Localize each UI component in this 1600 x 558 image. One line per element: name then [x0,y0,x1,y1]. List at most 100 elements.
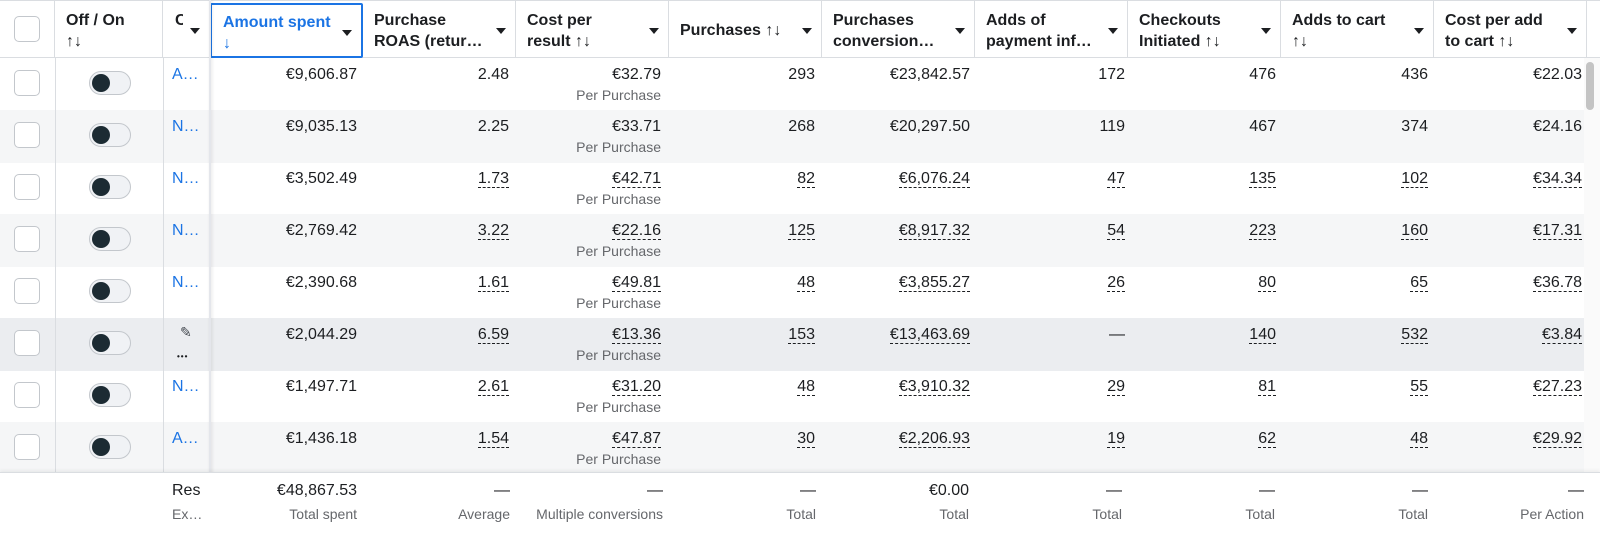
cell-value[interactable]: 3.22 [477,222,509,240]
on-off-toggle[interactable] [89,71,131,95]
pencil-icon[interactable]: ✎ [180,324,192,340]
column-header-amount-spent[interactable]: Amount spent ↓ [210,3,363,58]
cell-value[interactable]: 29 [1107,378,1125,396]
cell-value[interactable]: €31.20 [612,378,661,396]
cell-value[interactable]: €8,917.32 [898,222,970,240]
cell-value[interactable]: €2,206.93 [898,430,970,448]
cell-value[interactable]: €3.84 [1541,326,1582,344]
row-checkbox[interactable] [14,122,40,148]
caret-down-icon[interactable] [1414,28,1424,34]
cell-value[interactable]: 102 [1401,170,1428,188]
column-header-checkouts-initiated[interactable]: Checkouts Initiated ↑↓ [1128,1,1281,58]
on-off-toggle[interactable] [89,383,131,407]
cell-value[interactable]: 135 [1249,170,1276,188]
campaign-name-link[interactable]: N… [172,378,200,395]
row-checkbox[interactable] [14,278,40,304]
cell-value[interactable]: €36.78 [1533,274,1582,292]
cell-value[interactable]: 6.59 [477,326,509,344]
column-header-cost-per-result[interactable]: Cost per result ↑↓ [516,1,669,58]
caret-down-icon[interactable] [1567,28,1577,34]
table-row[interactable]: N… €2,390.68 1.61 €49.81 Per Purchase 48 €3,85… [0,266,1600,319]
column-header-purchase-roas[interactable]: Purchase ROAS (retur… [363,1,516,58]
cell-value[interactable]: 153 [788,326,815,344]
cell-value[interactable]: 62 [1258,430,1276,448]
cell-value[interactable]: €42.71 [612,170,661,188]
row-checkbox[interactable] [14,330,40,356]
table-row[interactable]: N… €1,497.71 2.61 €31.20 Per Purchase 48 €3,91… [0,370,1600,423]
cell-value[interactable]: 1.54 [477,430,509,448]
row-checkbox[interactable] [14,70,40,96]
on-off-toggle[interactable] [89,331,131,355]
cell-value[interactable]: 48 [1410,430,1428,448]
cell-value[interactable]: €49.81 [612,274,661,292]
cell-value[interactable]: 1.61 [477,274,509,292]
on-off-toggle[interactable] [89,175,131,199]
cell-value[interactable]: 48 [797,378,815,396]
cell-value[interactable]: 19 [1107,430,1125,448]
caret-down-icon[interactable] [496,28,506,34]
cell-value[interactable]: 54 [1107,222,1125,240]
table-row[interactable]: A… €9,606.87 2.48 €32.79 Per Purchase 293 €23,… [0,58,1600,111]
cell-value[interactable]: 82 [797,170,815,188]
table-row[interactable]: ✎ ••• €2,044.29 6.59 €13.36 Per Purchase 153 €1… [0,318,1600,371]
cell-value[interactable]: 65 [1410,274,1428,292]
select-all-checkbox[interactable] [14,16,40,42]
campaign-name-link[interactable]: N… [172,170,200,187]
cell-value[interactable]: €22.16 [612,222,661,240]
caret-down-icon[interactable] [190,28,200,34]
cell-value[interactable]: €13,463.69 [889,326,970,344]
cell-value[interactable]: €3,910.32 [898,378,970,396]
table-row[interactable]: N… €2,769.42 3.22 €22.16 Per Purchase 125 €8,9… [0,214,1600,267]
cell-value[interactable]: 125 [788,222,815,240]
caret-down-icon[interactable] [1108,28,1118,34]
column-header-purchases[interactable]: Purchases ↑↓ [669,1,822,58]
cell-value[interactable]: 1.73 [477,170,509,188]
row-checkbox[interactable] [14,226,40,252]
cell-value[interactable]: 81 [1258,378,1276,396]
cell-value[interactable]: €34.34 [1533,170,1582,188]
campaign-name-link[interactable]: A… [172,66,199,83]
caret-down-icon[interactable] [802,28,812,34]
column-header-adds-to-cart[interactable]: Adds to cart ↑↓ [1281,1,1434,58]
row-checkbox[interactable] [14,434,40,460]
cell-value[interactable]: €29.92 [1533,430,1582,448]
caret-down-icon[interactable] [1261,28,1271,34]
campaign-name-link[interactable]: A… [172,430,199,447]
vertical-scrollbar[interactable] [1584,58,1600,472]
caret-down-icon[interactable] [342,30,352,36]
cell-value[interactable]: 532 [1401,326,1428,344]
on-off-toggle[interactable] [89,435,131,459]
cell-value[interactable]: €6,076.24 [898,170,970,188]
campaign-name-link[interactable]: N… [172,222,200,239]
column-header-adds-of-payment-info[interactable]: Adds of payment inf… [975,1,1128,58]
cell-value[interactable]: €17.31 [1533,222,1582,240]
cell-value[interactable]: €47.87 [612,430,661,448]
cell-value[interactable]: 160 [1401,222,1428,240]
cell-value[interactable]: 30 [797,430,815,448]
on-off-toggle[interactable] [89,227,131,251]
campaign-name-link[interactable]: N… [172,274,200,291]
table-row[interactable]: N… €9,035.13 2.25 €33.71 Per Purchase 268 €20,… [0,110,1600,163]
on-off-toggle[interactable] [89,279,131,303]
campaign-name-link[interactable]: N… [172,118,200,135]
on-off-toggle[interactable] [89,123,131,147]
cell-value[interactable]: — [1109,326,1125,343]
cell-value[interactable]: 26 [1107,274,1125,292]
row-checkbox[interactable] [14,382,40,408]
row-checkbox[interactable] [14,174,40,200]
scrollbar-thumb[interactable] [1586,62,1594,110]
cell-value[interactable]: 2.61 [477,378,509,396]
table-row[interactable]: N… €3,502.49 1.73 €42.71 Per Purchase 82 €6,07… [0,162,1600,215]
column-header-cost-per-add-to-cart[interactable]: Cost per add to cart ↑↓ [1434,1,1587,58]
column-header-off-on[interactable]: Off / On ↑↓ [55,1,163,58]
cell-value[interactable]: 140 [1249,326,1276,344]
cell-value[interactable]: 223 [1249,222,1276,240]
caret-down-icon[interactable] [955,28,965,34]
cell-value[interactable]: €27.23 [1533,378,1582,396]
cell-value[interactable]: 55 [1410,378,1428,396]
cell-value[interactable]: 80 [1258,274,1276,292]
table-row[interactable]: A… €1,436.18 1.54 €47.87 Per Purchase 30 €2,20… [0,422,1600,475]
cell-value[interactable]: €3,855.27 [898,274,970,292]
cell-value[interactable]: €13.36 [612,326,661,344]
cell-value[interactable]: 47 [1107,170,1125,188]
